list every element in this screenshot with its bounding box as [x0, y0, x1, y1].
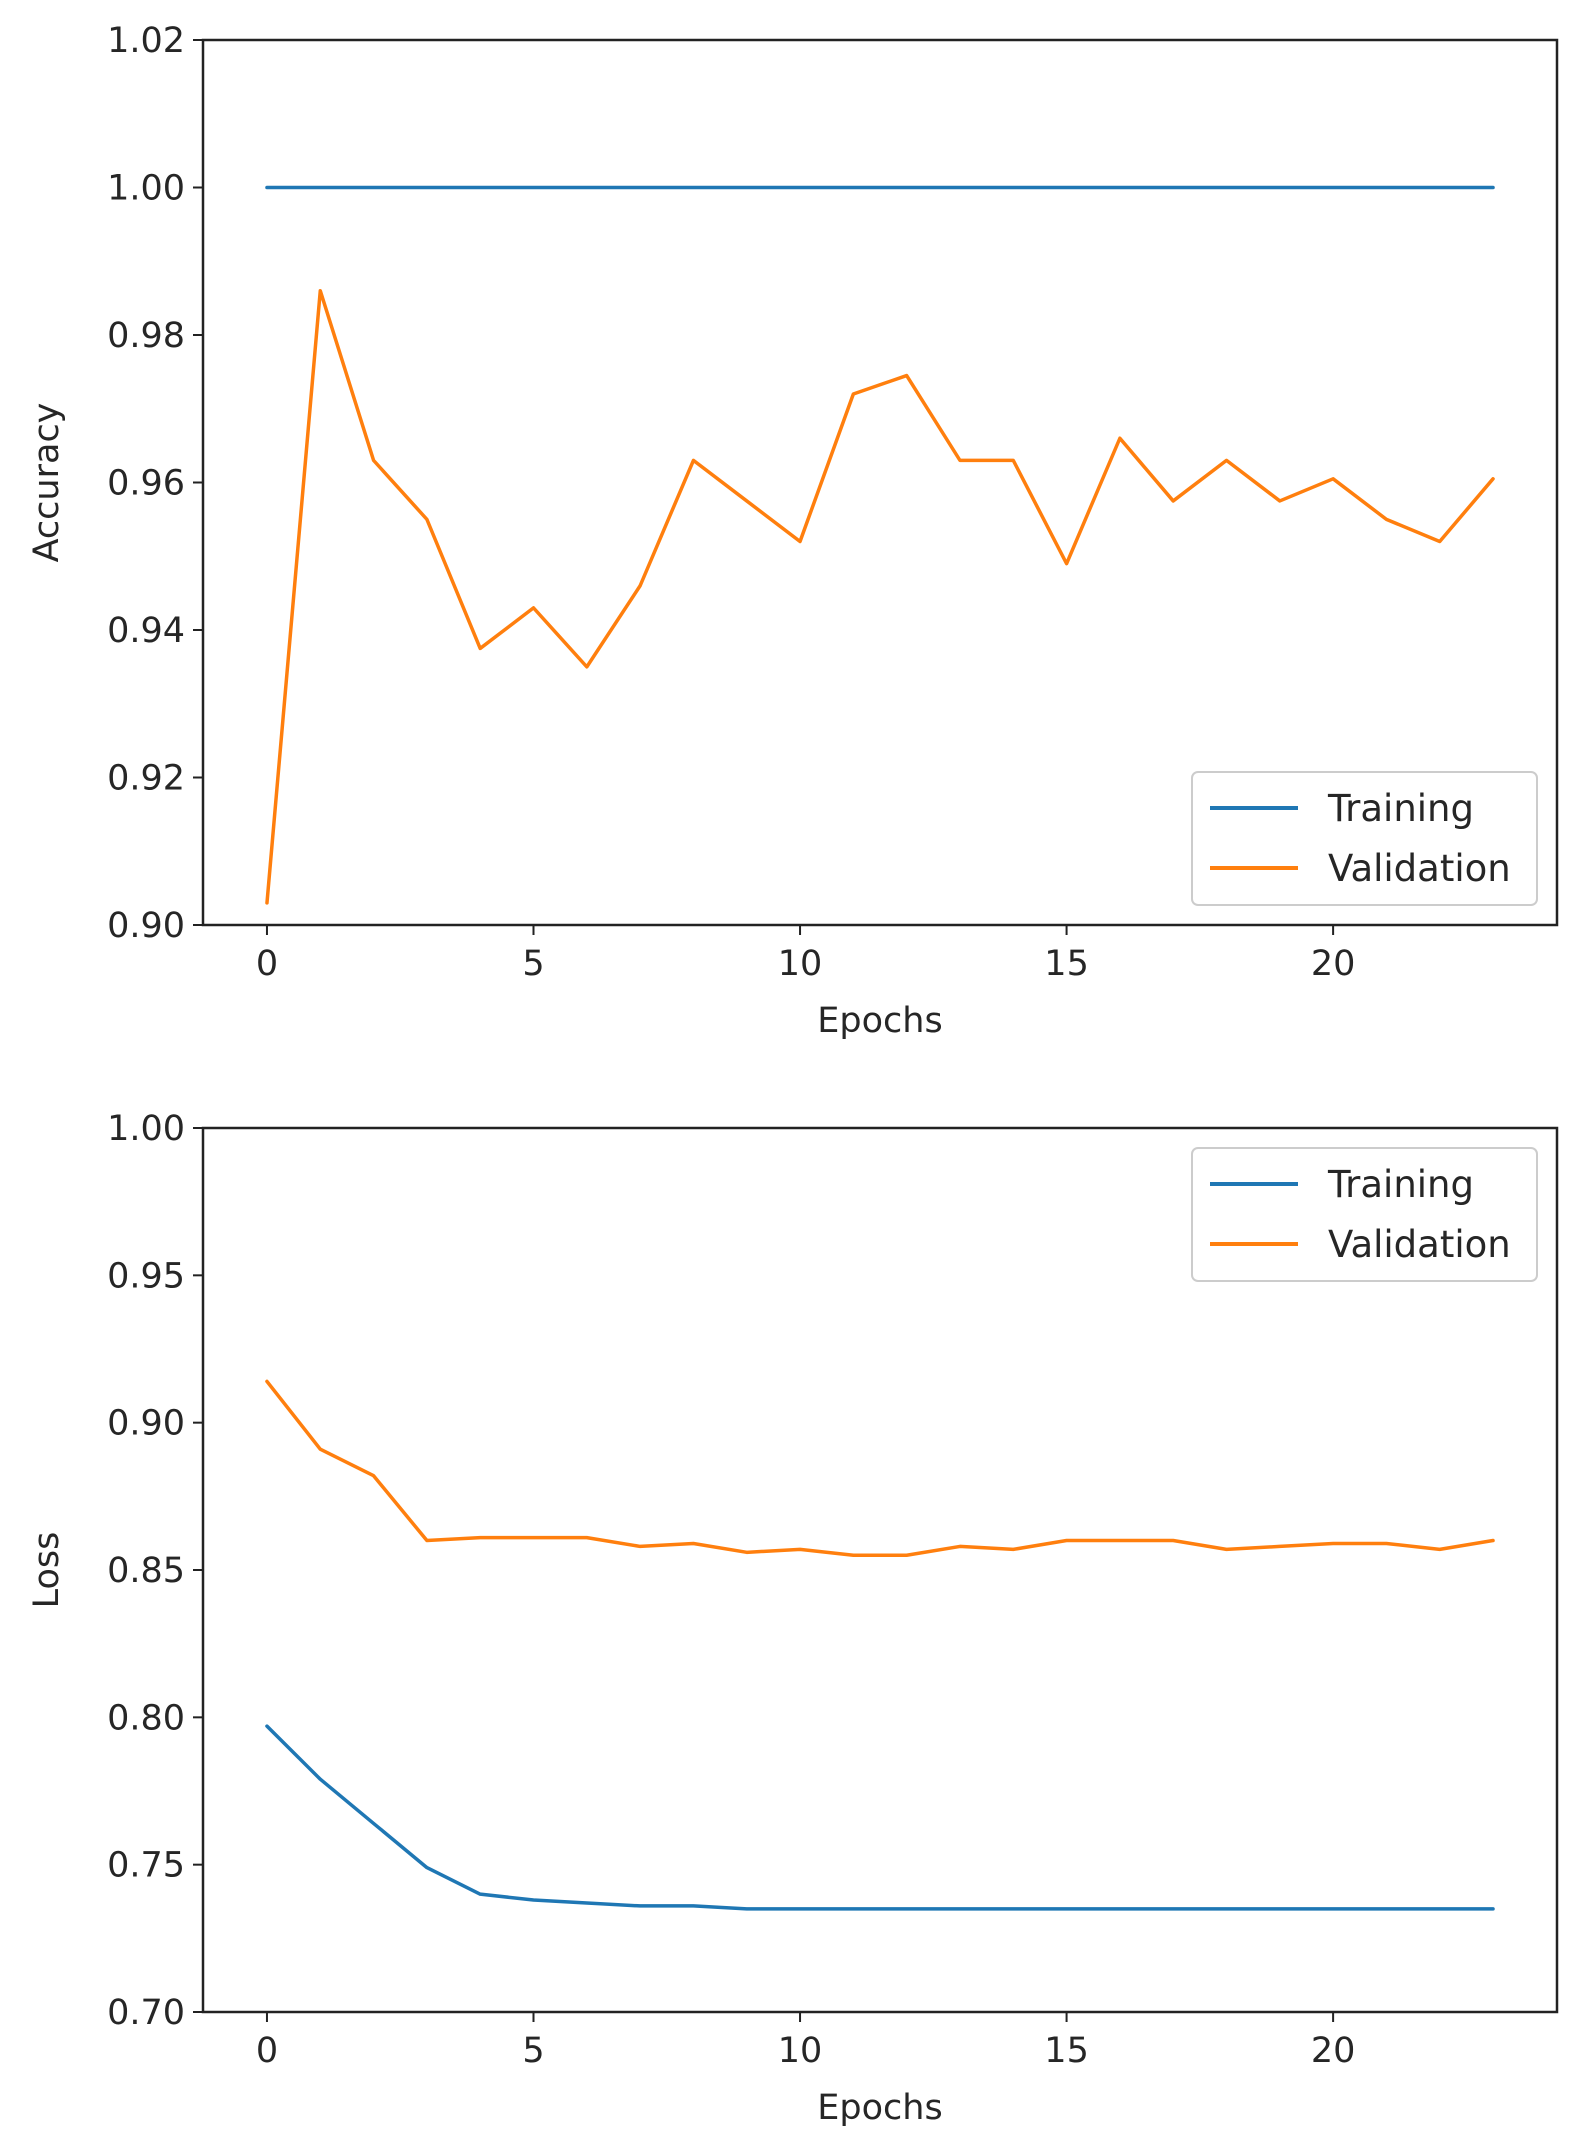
loss-chart: 0 5 10 15 20 0.70 0.75 0.80 0.85 0.90 0.95 1.00 Epoc… — [27, 1109, 1559, 2128]
loss-y-tick-label: 0.80 — [107, 1698, 185, 1738]
loss-y-tick-label: 0.70 — [107, 1993, 185, 2033]
accuracy-y-tick-label: 1.00 — [107, 169, 185, 209]
loss-legend-label-validation: Validation — [1328, 1223, 1511, 1266]
accuracy-y-tick-label: 0.98 — [107, 316, 185, 356]
accuracy-y-tick-label: 0.94 — [107, 611, 185, 651]
loss-y-tick-label: 0.75 — [107, 1846, 185, 1886]
loss-y-tick-label: 0.95 — [107, 1256, 185, 1296]
loss-y-tick-label: 0.90 — [107, 1404, 185, 1444]
loss-y-axis-label: Loss — [27, 1532, 67, 1609]
accuracy-x-tick-label: 15 — [1044, 944, 1089, 984]
accuracy-legend: Training Validation — [1191, 771, 1538, 906]
accuracy-y-axis-label: Accuracy — [27, 403, 67, 563]
loss-y-tick-label: 0.85 — [107, 1551, 185, 1591]
accuracy-y-tick-label: 1.02 — [107, 21, 185, 61]
loss-x-tick-label: 0 — [256, 2031, 278, 2071]
accuracy-legend-label-training: Training — [1327, 787, 1474, 830]
loss-legend-box — [1191, 1147, 1538, 1282]
accuracy-y-tick-label: 0.90 — [107, 906, 185, 946]
loss-x-tick-label: 20 — [1311, 2031, 1356, 2071]
loss-training-line — [265, 1724, 1495, 1911]
loss-x-tick-label: 5 — [522, 2031, 544, 2071]
accuracy-x-tick-label: 20 — [1311, 944, 1356, 984]
accuracy-x-tick-label: 10 — [778, 944, 823, 984]
loss-legend: Training Validation — [1191, 1147, 1538, 1282]
accuracy-legend-box — [1191, 771, 1538, 906]
accuracy-validation-line — [265, 289, 1495, 905]
loss-x-tick-label: 15 — [1044, 2031, 1089, 2071]
accuracy-y-tick-label: 0.96 — [107, 464, 185, 504]
loss-validation-line — [265, 1379, 1495, 1558]
accuracy-x-tick-label: 0 — [256, 944, 278, 984]
loss-legend-label-training: Training — [1327, 1163, 1474, 1206]
accuracy-x-axis-label: Epochs — [817, 1001, 942, 1041]
loss-x-tick-label: 10 — [778, 2031, 823, 2071]
accuracy-x-tick-label: 5 — [522, 944, 544, 984]
loss-y-tick-label: 1.00 — [107, 1109, 185, 1149]
accuracy-legend-label-validation: Validation — [1328, 847, 1511, 890]
loss-x-axis-label: Epochs — [817, 2088, 942, 2128]
accuracy-y-tick-label: 0.92 — [107, 759, 185, 799]
accuracy-chart: 0 5 10 15 20 0.90 0.92 0.94 0.96 0.98 1.00 1.02 Epoc… — [27, 21, 1559, 1041]
